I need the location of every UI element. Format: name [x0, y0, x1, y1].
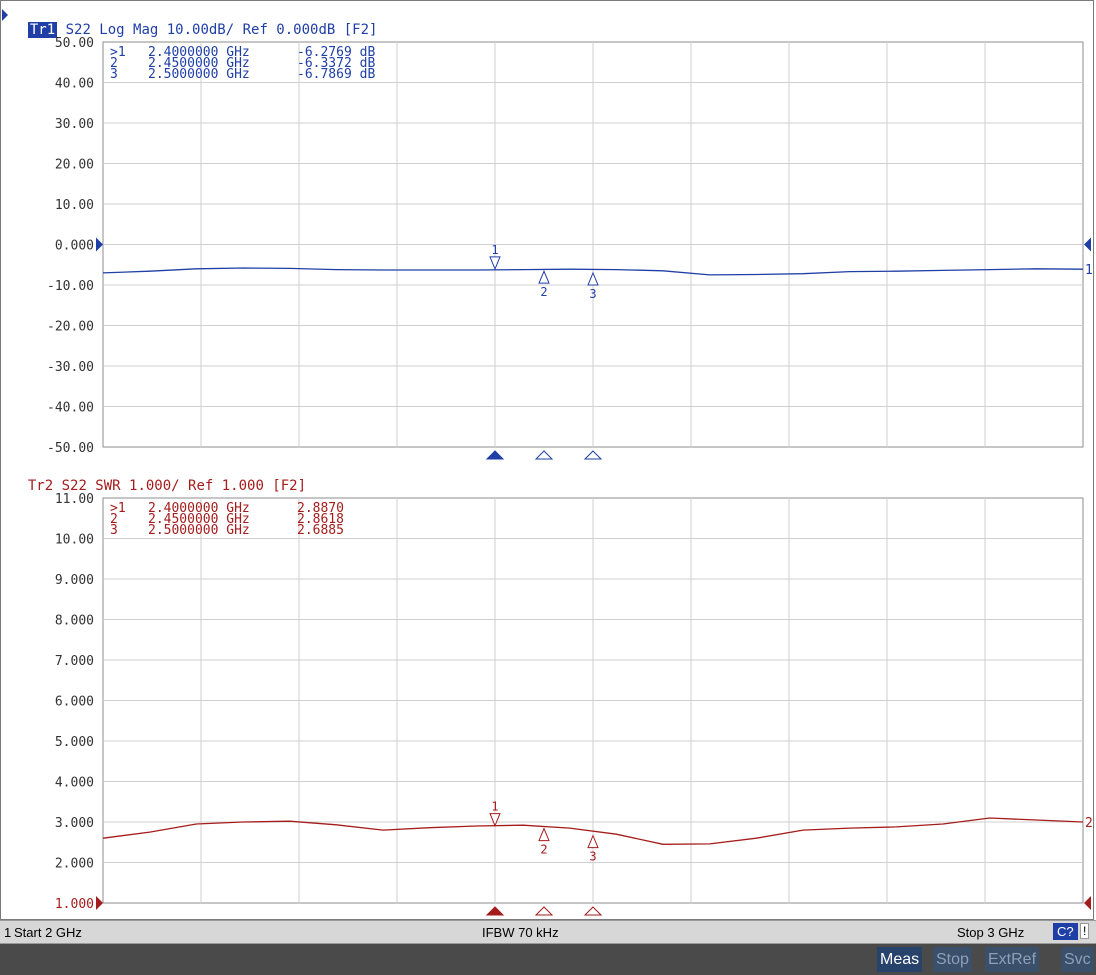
plot2-ref-right-arrow-icon: [1084, 896, 1091, 910]
plot1-y-tick-label: 20.00: [55, 158, 94, 173]
plot2-y-tick-label: 4.000: [55, 776, 94, 791]
plot1-ref-left-arrow-icon: [96, 237, 103, 252]
plot2-marker-row-label: >1: [110, 501, 126, 516]
plot1-marker-3-icon: [587, 271, 599, 286]
plot1-marker-1-icon: [489, 256, 501, 271]
warning-indicator[interactable]: !: [1080, 923, 1090, 939]
plot2-y-tick-label: 11.00: [55, 492, 94, 507]
plot1-marker-row-freq: 2.4500000 GHz: [148, 56, 250, 71]
plot2-marker-2-label: 2: [540, 843, 547, 857]
plot1-y-tick-label: 10.00: [55, 198, 94, 213]
start-frequency[interactable]: Start 2 GHz: [14, 925, 82, 940]
plot2-marker-row-value: 2.6885: [297, 523, 344, 538]
status-bar: 1 Start 2 GHz IFBW 70 kHz Stop 3 GHz C? …: [0, 920, 1096, 944]
plot2-trace-line: [102, 817, 1084, 845]
plot2-marker-row-freq: 2.4000000 GHz: [148, 501, 250, 516]
plot2-marker-1-label: 1: [491, 800, 498, 814]
trace1-header[interactable]: Tr1 S22 Log Mag 10.00dB/ Ref 0.000dB [F2…: [2, 6, 378, 38]
plot1-marker-row-label: >1: [110, 45, 126, 60]
channel-number[interactable]: 1: [4, 925, 12, 940]
calibration-status[interactable]: C?: [1053, 923, 1078, 940]
plot1-y-tick-label: 30.00: [55, 117, 94, 132]
plot1-y-tick-label: 0.000: [55, 239, 94, 254]
plot1-marker-1-label: 1: [491, 243, 498, 257]
plot2-marker-row-value: 2.8870: [297, 501, 344, 516]
plot2-marker-row-freq: 2.4500000 GHz: [148, 512, 250, 527]
stop-button[interactable]: Stop: [933, 947, 972, 972]
plot2-y-tick-label: 1.000: [55, 897, 94, 912]
plot2-y-tick-label: 5.000: [55, 735, 94, 750]
plot2-marker-3-icon: [587, 834, 599, 849]
plot2-y-tick-label: 7.000: [55, 654, 94, 669]
plot1-trace-end-label: 1: [1085, 263, 1093, 278]
plot1-y-tick-label: -40.00: [47, 401, 94, 416]
plot2-marker-3-label: 3: [589, 850, 596, 864]
plot2-ref-left-arrow-icon: [96, 896, 103, 910]
plot1-axis-marker-3-icon: [583, 450, 603, 460]
plot2-marker-2-icon: [538, 827, 550, 842]
plot1-y-tick-label: -50.00: [47, 441, 94, 456]
analyzer-window: [0, 0, 1094, 920]
plot1-axis-marker-1-icon: [485, 450, 505, 460]
trace2-tag[interactable]: Tr2: [27, 478, 54, 494]
plot2-y-tick-label: 8.000: [55, 614, 94, 629]
plot1-marker-row-label: 3: [110, 67, 118, 82]
plot1-axis-marker-2-icon: [534, 450, 554, 460]
plot1-y-tick-label: -10.00: [47, 279, 94, 294]
plot2-y-tick-label: 3.000: [55, 816, 94, 831]
trace1-settings: S22 Log Mag 10.00dB/ Ref 0.000dB [F2]: [57, 22, 378, 38]
svc-button[interactable]: Svc: [1061, 947, 1094, 972]
plot2-y-tick-label: 9.000: [55, 573, 94, 588]
ifbw-setting[interactable]: IFBW 70 kHz: [482, 925, 559, 940]
plot2-marker-row-freq: 2.5000000 GHz: [148, 523, 250, 538]
active-trace-arrow-icon: [2, 9, 8, 21]
plot2-y-tick-label: 6.000: [55, 695, 94, 710]
plot2-y-tick-label: 2.000: [55, 857, 94, 872]
plot2-axis-marker-3-icon: [583, 906, 603, 916]
plot2-y-tick-label: 10.00: [55, 533, 94, 548]
plot1-trace-line: [102, 267, 1084, 276]
trace1-tag[interactable]: Tr1: [27, 22, 58, 38]
meas-button[interactable]: Meas: [877, 947, 923, 972]
plot2-marker-1-icon: [489, 813, 501, 827]
plot1-marker-row-value: -6.2769 dB: [297, 45, 375, 60]
plot1-marker-2-icon: [538, 269, 550, 284]
plot2-marker-row-label: 2: [110, 512, 118, 527]
plot1-y-tick-label: -20.00: [47, 320, 94, 335]
extref-button[interactable]: ExtRef: [985, 947, 1040, 972]
trace2-settings: S22 SWR 1.000/ Ref 1.000 [F2]: [53, 478, 307, 494]
plot1-marker-row-label: 2: [110, 56, 118, 71]
plot2-marker-row-value: 2.8618: [297, 512, 344, 527]
plot2-axis-marker-2-icon: [534, 906, 554, 916]
plot1-marker-row-value: -6.3372 dB: [297, 56, 375, 71]
plot1-marker-3-label: 3: [589, 287, 596, 301]
plot1-marker-row-value: -6.7869 dB: [297, 67, 375, 82]
plot2-axis-marker-1-icon: [485, 906, 505, 916]
plot1-marker-row-freq: 2.4000000 GHz: [148, 45, 250, 60]
stop-frequency[interactable]: Stop 3 GHz: [957, 925, 1025, 940]
plot1-y-tick-label: 40.00: [55, 77, 94, 92]
plot1-y-tick-label: -30.00: [47, 360, 94, 375]
plot1-y-tick-label: 50.00: [55, 36, 94, 51]
plots-svg: 50.00 40.00 30.00 20.00 10.00 0.000 -10.00 -20.…: [47, 36, 1093, 916]
plot2-trace-end-label: 2: [1085, 816, 1093, 831]
plot2-marker-row-label: 3: [110, 523, 118, 538]
plot1-marker-row-freq: 2.5000000 GHz: [148, 67, 250, 82]
plot1-ref-right-arrow-icon: [1084, 237, 1091, 252]
plot1-marker-2-label: 2: [540, 285, 547, 299]
softkey-bar: Meas Stop ExtRef Svc: [0, 944, 1096, 975]
trace2-header[interactable]: Tr2 S22 SWR 1.000/ Ref 1.000 [F2]: [11, 462, 306, 494]
